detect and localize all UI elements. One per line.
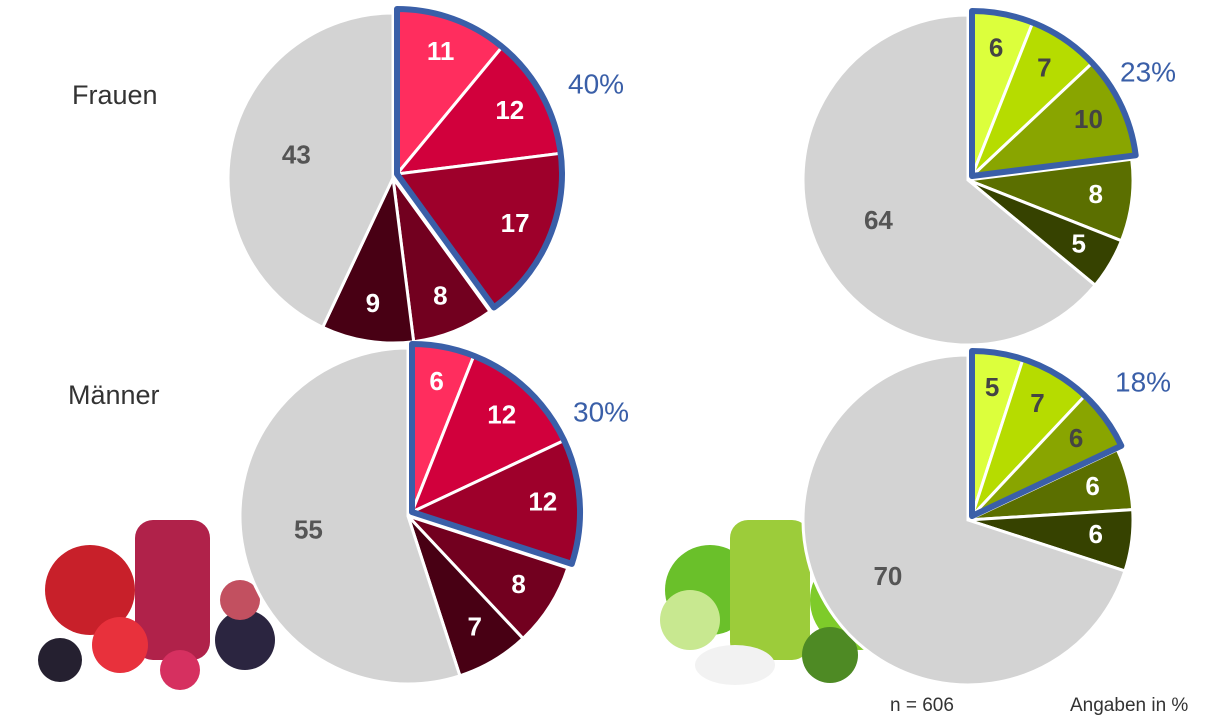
slice-label: 12 bbox=[528, 487, 557, 517]
highlight-total: 23% bbox=[1120, 56, 1176, 87]
slice-label: 8 bbox=[511, 569, 525, 599]
slice-label: 11 bbox=[427, 36, 455, 66]
slice-label: 6 bbox=[1085, 471, 1099, 501]
slice-label: 6 bbox=[989, 32, 1003, 62]
pie: 6 7 10 85 64 23% bbox=[801, 8, 1176, 347]
slice-label: 7 bbox=[467, 612, 481, 642]
pie: 6 12 12 87 55 30% bbox=[238, 341, 629, 686]
highlight-total: 30% bbox=[573, 396, 629, 427]
slice-label: 9 bbox=[366, 288, 380, 318]
slice-label: 17 bbox=[501, 208, 530, 238]
slice-label: 12 bbox=[495, 95, 524, 125]
pie: 11 12 17 8 9 43 40% bbox=[226, 6, 624, 345]
pie-slice bbox=[238, 346, 462, 686]
slice-label: 8 bbox=[1088, 179, 1102, 209]
slice-label: 7 bbox=[1037, 52, 1051, 82]
slice-label: 70 bbox=[873, 561, 902, 591]
slice-label: 5 bbox=[985, 372, 999, 402]
slice-label: 8 bbox=[433, 281, 447, 311]
highlight-outline bbox=[394, 6, 565, 311]
slice-label: 43 bbox=[282, 139, 311, 169]
highlight-outline bbox=[969, 348, 1125, 519]
fruit-decoration bbox=[38, 520, 275, 690]
highlight-total: 40% bbox=[568, 68, 624, 99]
slice-label: 7 bbox=[1030, 388, 1044, 418]
slice-label: 6 bbox=[1069, 423, 1083, 453]
unit-note: Angaben in % bbox=[1070, 695, 1188, 716]
pie-slice bbox=[226, 11, 395, 330]
slice-label: 6 bbox=[429, 366, 443, 396]
slice-label: 10 bbox=[1074, 104, 1103, 134]
sample-size: n = 606 bbox=[890, 695, 954, 716]
slice-label: 12 bbox=[487, 399, 516, 429]
slice-label: 5 bbox=[1072, 228, 1086, 258]
slice-label: 6 bbox=[1088, 519, 1102, 549]
row-label: Frauen bbox=[72, 80, 158, 110]
pie-slice bbox=[801, 353, 1127, 687]
highlight-total: 18% bbox=[1115, 366, 1171, 397]
pie-slice bbox=[801, 13, 1098, 347]
slice-label: 55 bbox=[294, 515, 323, 545]
highlight-outline bbox=[409, 341, 583, 567]
highlight-outline bbox=[969, 8, 1139, 179]
slice-label: 64 bbox=[864, 205, 893, 235]
row-label: Männer bbox=[68, 380, 160, 410]
